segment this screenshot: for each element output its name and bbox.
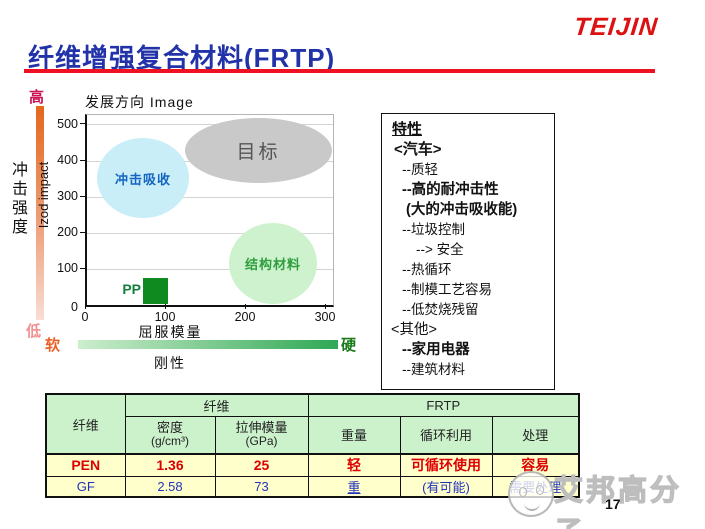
table-header-density: 密度 (g/cm³) xyxy=(124,415,216,455)
feature-item: --垃圾控制 xyxy=(402,222,465,237)
page-number: 17 xyxy=(605,496,621,512)
page-title: 纤维增强复合材料(FRTP) xyxy=(28,43,336,73)
bubble-structural-material-label: 结构材料 xyxy=(244,257,301,272)
density-label: 密度 xyxy=(156,420,183,436)
watermark-logo-detail xyxy=(524,501,540,511)
gf-fiber: GF xyxy=(45,475,126,498)
x-axis-soft-label: 软 xyxy=(45,337,61,354)
x-axis-hard-label: 硬 xyxy=(341,337,357,354)
watermark-logo-detail xyxy=(536,485,544,495)
table-header-modulus: 拉伸模量 (GPa) xyxy=(214,415,309,455)
modulus-unit: (GPa) xyxy=(245,434,278,449)
table-row-pen: PEN 1.36 25 轻 可循环使用 容易 xyxy=(45,453,580,477)
bubble-impact-absorption: 冲击吸收 xyxy=(97,138,189,218)
feature-item: --建筑材料 xyxy=(402,362,465,377)
feature-item: --制模工艺容易 xyxy=(402,282,492,297)
table-header-weight: 重量 xyxy=(307,415,401,455)
y-tick-400: 400 xyxy=(57,153,78,167)
pen-recycling: 可循环使用 xyxy=(399,453,493,477)
pp-data-square xyxy=(143,278,168,304)
pen-weight: 轻 xyxy=(307,453,401,477)
y-axis-cn-label: 冲击强度 xyxy=(9,161,26,237)
table-header-recycling: 循环利用 xyxy=(399,415,493,455)
features-category-other: <其他> xyxy=(391,322,437,338)
x-tick-200: 200 xyxy=(234,310,256,324)
y-tick-mark xyxy=(80,268,85,269)
pen-modulus: 25 xyxy=(214,453,309,477)
watermark-logo-icon xyxy=(508,471,554,517)
y-tick-200: 200 xyxy=(57,225,78,239)
density-unit: (g/cm³) xyxy=(151,434,189,449)
x-axis-label: 屈服模量 xyxy=(138,324,203,340)
x-tick-mark xyxy=(325,304,326,309)
feature-item: --家用电器 xyxy=(402,342,470,358)
bubble-impact-absorption-label: 冲击吸收 xyxy=(114,171,171,187)
y-tick-0: 0 xyxy=(71,300,78,314)
feature-item: --低焚烧残留 xyxy=(402,302,479,317)
features-box: 特性 <汽车> --质轻 --高的耐冲击性 (大的冲击吸收能) --垃圾控制 -… xyxy=(381,113,555,390)
plot-area: 目标 冲击吸收 结构材料 PP xyxy=(85,114,334,307)
feature-item: --质轻 xyxy=(402,162,438,177)
y-tick-mark xyxy=(80,232,85,233)
y-tick-mark xyxy=(80,160,85,161)
features-category-car: <汽车> xyxy=(394,141,442,158)
x-tick-mark xyxy=(85,304,86,309)
gf-weight: 重 xyxy=(307,475,401,498)
y-tick-500: 500 xyxy=(57,117,78,131)
y-axis-low-label: 低 xyxy=(26,323,42,340)
title-underline xyxy=(24,69,655,73)
x-tick-mark xyxy=(245,304,246,309)
gridline xyxy=(87,233,333,234)
table-corner-header: 纤维 xyxy=(45,393,126,455)
table-header-treatment: 处理 xyxy=(491,415,580,455)
y-tick-mark xyxy=(80,123,85,124)
x-tick-300: 300 xyxy=(314,310,336,324)
y-tick-100: 100 xyxy=(57,261,78,275)
stiffness-label: 刚性 xyxy=(154,355,186,371)
y-tick-300: 300 xyxy=(57,189,78,203)
gf-density: 2.58 xyxy=(124,475,216,498)
features-title: 特性 xyxy=(392,121,423,138)
pen-density: 1.36 xyxy=(124,453,216,477)
teijin-logo: TEIJIN xyxy=(572,13,660,41)
watermark-text: 艾邦高分子 xyxy=(553,474,683,529)
modulus-label: 拉伸模量 xyxy=(235,420,288,436)
y-axis-high-label: 高 xyxy=(29,89,45,106)
x-tick-mark xyxy=(165,304,166,309)
pen-fiber: PEN xyxy=(45,453,126,477)
chart-heading: 发展方向 Image xyxy=(85,94,194,110)
gf-modulus: 73 xyxy=(214,475,309,498)
x-tick-0: 0 xyxy=(81,310,89,324)
feature-item: --高的耐冲击性 xyxy=(402,182,499,198)
feature-item: --> 安全 xyxy=(416,242,464,257)
bubble-structural-material: 结构材料 xyxy=(229,223,317,304)
bubble-target-label: 目标 xyxy=(236,142,281,163)
y-tick-mark xyxy=(80,196,85,197)
impact-strength-gradient-bar xyxy=(36,106,44,320)
gf-recycling: (有可能) xyxy=(399,475,493,498)
table-row-gf: GF 2.58 73 重 (有可能) 需要处理 xyxy=(45,475,580,498)
feature-item: (大的冲击吸收能) xyxy=(406,202,518,218)
bubble-target: 目标 xyxy=(185,118,332,183)
material-comparison-table: 纤维 纤维 FRTP 密度 (g/cm³) 拉伸模量 (GPa) 重量 循环利用… xyxy=(45,393,581,498)
watermark-logo-detail xyxy=(519,487,527,497)
stiffness-gradient-bar xyxy=(78,340,338,349)
gridline xyxy=(87,124,333,125)
pp-label: PP xyxy=(122,281,141,297)
feature-item: --热循环 xyxy=(402,262,452,277)
gridline xyxy=(87,197,333,198)
table-group-header-fiber: 纤维 xyxy=(124,393,309,417)
x-tick-100: 100 xyxy=(154,310,176,324)
table-group-header-frtp: FRTP xyxy=(307,393,580,417)
gridline xyxy=(87,269,333,270)
